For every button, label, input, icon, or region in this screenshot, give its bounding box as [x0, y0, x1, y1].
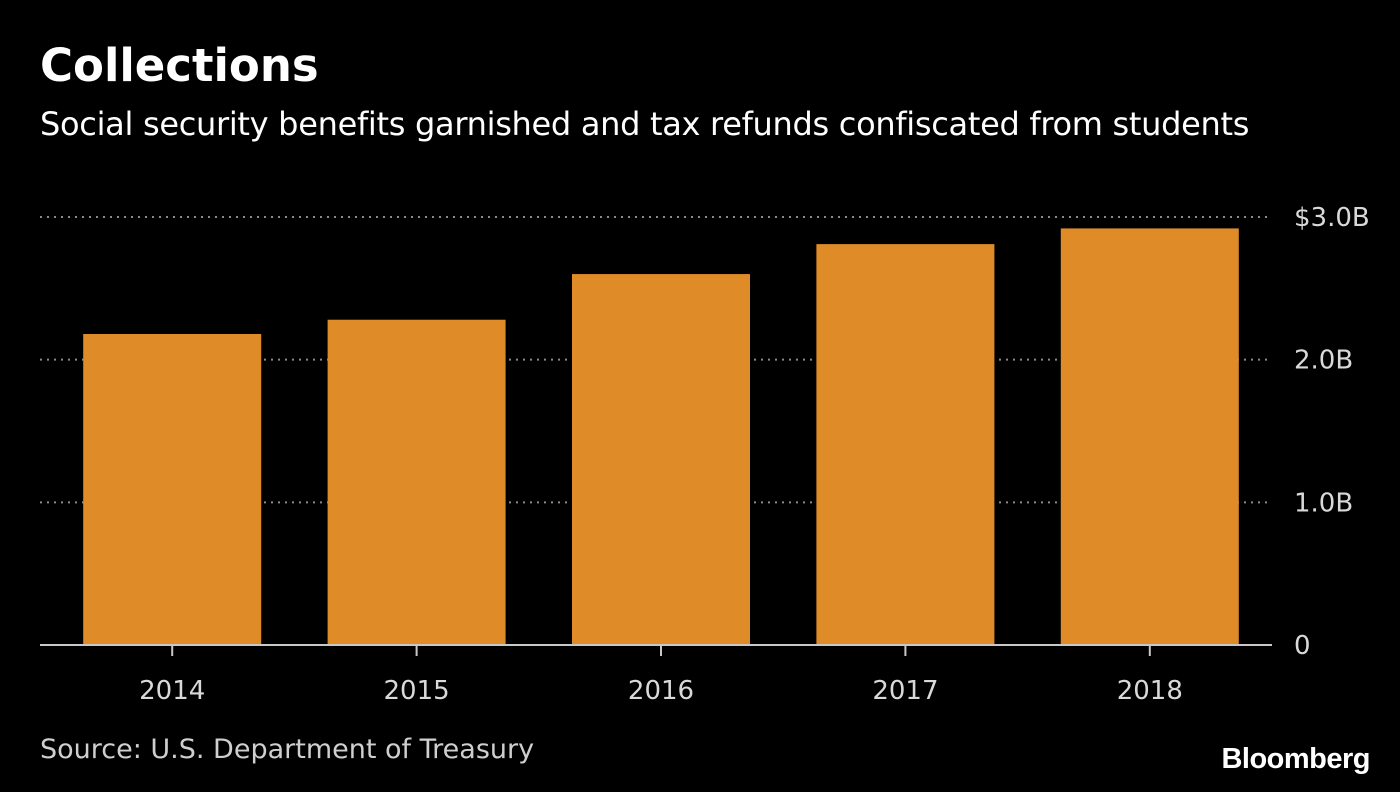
bar-2017 [816, 244, 995, 645]
bar-2014 [83, 333, 262, 645]
x-tick-label: 2016 [628, 676, 694, 706]
y-tick-label: 1.0B [1294, 488, 1353, 518]
y-tick-label: 2.0B [1294, 346, 1353, 376]
y-tick-label: 0 [1294, 631, 1311, 661]
y-tick-label: $3.0B [1294, 203, 1370, 233]
x-tick-label: 2018 [1117, 676, 1183, 706]
axes: 0 1.0B 2.0B $3.0B 2014 2015 2016 2017 2018 [40, 203, 1370, 706]
x-tick-label: 2017 [872, 676, 938, 706]
bar-2015 [327, 319, 506, 645]
chart-subtitle: Social security benefits garnished and t… [40, 105, 1250, 143]
x-tick-label: 2014 [139, 676, 205, 706]
source-note: Source: U.S. Department of Treasury [40, 734, 535, 765]
x-tick-label: 2015 [384, 676, 450, 706]
bloomberg-logo: Bloomberg [1221, 743, 1370, 775]
bar-2018 [1060, 228, 1239, 645]
bar-2016 [572, 274, 750, 645]
chart-title: Collections [40, 39, 319, 92]
bars [83, 228, 1239, 645]
